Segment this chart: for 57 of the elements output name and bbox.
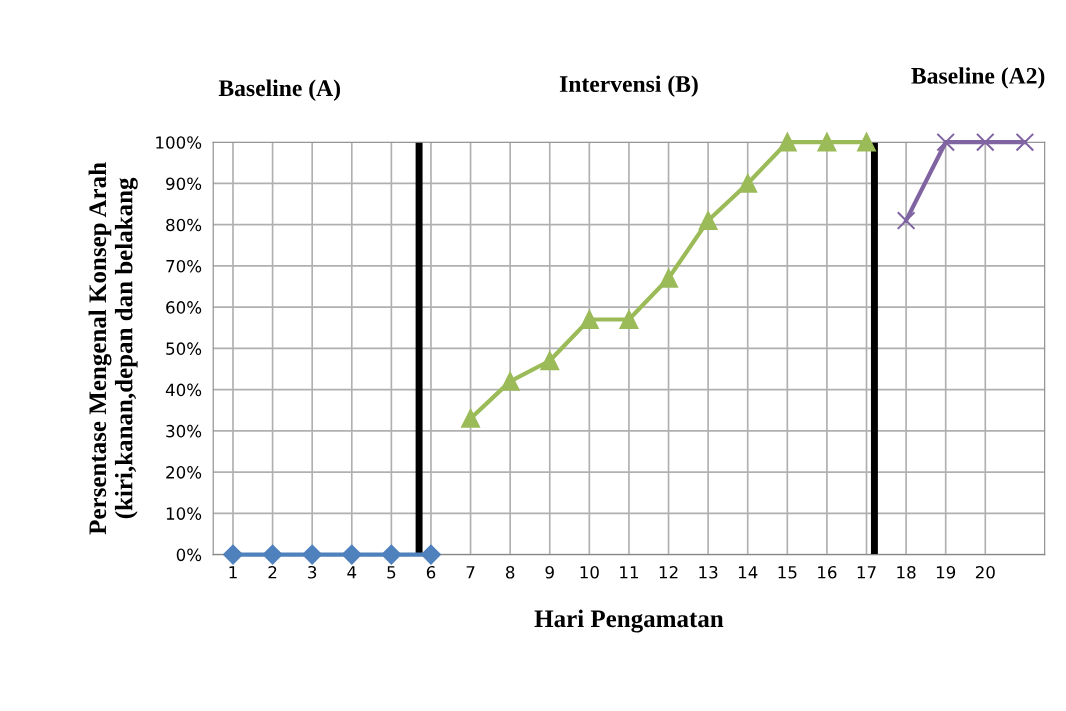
point <box>302 544 323 565</box>
point <box>817 132 837 152</box>
x-tick-label: 12 <box>659 565 678 579</box>
x-tick-label: 17 <box>857 566 876 579</box>
y-tick-label: 90% <box>166 177 202 191</box>
point <box>857 132 876 152</box>
point <box>1015 132 1035 152</box>
point <box>659 268 678 288</box>
x-tick-label: 5 <box>387 566 396 579</box>
point <box>421 544 441 565</box>
point <box>936 132 956 152</box>
x-tick-label: 20 <box>975 565 995 579</box>
x-tick-label: 16 <box>818 565 837 579</box>
point <box>381 544 402 565</box>
point <box>540 351 560 371</box>
x-tick-label: 11 <box>620 566 638 579</box>
y-tick-label: 60% <box>166 301 202 314</box>
x-tick-label: 4 <box>347 566 357 579</box>
y-tick-label: 50% <box>166 342 202 355</box>
x-tick-label: 6 <box>426 565 436 579</box>
y-axis-title: Persentase Mengenal Konsep Arah (kiri,kanan,depan dan belakang <box>88 162 138 535</box>
text: Baseline (A2) <box>911 67 1045 89</box>
x-tick-label: 7 <box>466 566 475 579</box>
x-tick-label: 19 <box>936 565 956 579</box>
y-tick-label: 40% <box>165 383 202 397</box>
x-tick-label: 9 <box>545 565 554 579</box>
point <box>500 372 520 391</box>
x-tick-label: 10 <box>580 565 599 579</box>
y-tick-label: 30% <box>166 424 202 438</box>
point <box>461 409 480 428</box>
text: Intervensi (B) <box>559 75 698 97</box>
y-tick-label: 100% <box>156 136 202 149</box>
point <box>341 544 362 565</box>
point <box>698 211 718 230</box>
y-tick-label: 70% <box>166 259 202 273</box>
point <box>896 211 916 230</box>
point <box>223 544 243 565</box>
x-tick-label: 3 <box>308 565 317 579</box>
x-tick-label: 13 <box>699 565 718 579</box>
x-tick-label: 8 <box>505 565 515 579</box>
point <box>738 174 758 193</box>
point <box>262 544 283 565</box>
x-tick-label: 2 <box>268 565 277 579</box>
point <box>579 310 599 329</box>
x-tick-label: 14 <box>738 566 758 579</box>
x-axis-title: Hari Pengamatan <box>534 609 724 633</box>
point <box>777 132 797 152</box>
y-tick-label: 20% <box>166 466 202 479</box>
y-tick-label: 10% <box>166 507 202 520</box>
point <box>619 310 639 329</box>
text: Baseline (A) <box>218 79 340 101</box>
x-tick-label: 15 <box>778 566 797 579</box>
y-tick-label: 80% <box>166 218 202 232</box>
y-tick-label: 0% <box>176 548 202 562</box>
x-tick-label: 18 <box>897 565 916 579</box>
point <box>975 132 995 152</box>
x-tick-label: 1 <box>229 566 237 579</box>
